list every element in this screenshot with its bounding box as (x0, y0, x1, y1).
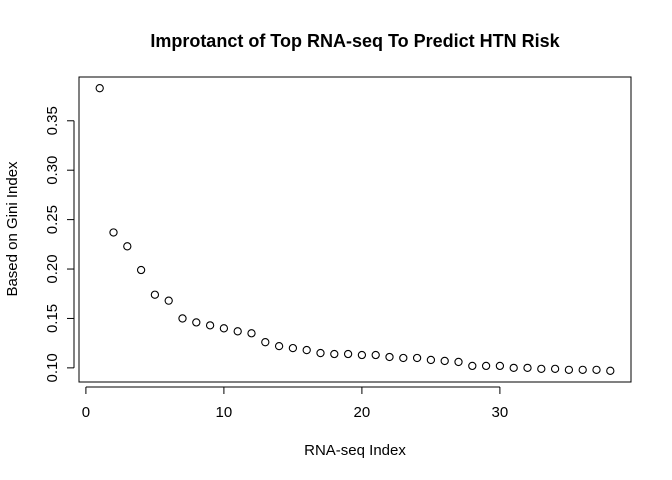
data-point (564, 365, 574, 374)
data-point (385, 352, 394, 362)
y-tick-label: 0.10 (44, 353, 61, 382)
y-axis: 0.10 0.15 0.20 0.25 0.30 0.35 (44, 106, 75, 382)
data-point (454, 357, 463, 367)
data-point (426, 355, 436, 365)
y-axis-label: Based on Gini Index (4, 161, 21, 297)
data-point (523, 363, 532, 373)
y-tick-label: 0.35 (44, 106, 61, 135)
x-tick-label: 30 (492, 404, 509, 421)
data-point (509, 363, 518, 373)
data-point (481, 361, 491, 371)
data-point (537, 364, 546, 374)
data-point (247, 329, 256, 338)
data-point (109, 228, 118, 237)
data-point (302, 345, 311, 355)
data-point (468, 361, 477, 371)
data-point (399, 353, 408, 363)
data-point (316, 348, 325, 358)
data-point (274, 341, 284, 351)
data-point (219, 324, 229, 333)
x-tick-label: 20 (354, 404, 371, 421)
data-point (178, 314, 187, 323)
data-point (233, 327, 242, 336)
plot-frame (78, 76, 632, 383)
x-tick-label: 0 (82, 404, 90, 421)
data-point (357, 350, 367, 360)
data-point (592, 365, 601, 374)
x-axis: 0 10 20 30 (82, 386, 509, 421)
data-point (150, 290, 160, 299)
data-point (440, 356, 449, 366)
y-tick-label: 0.20 (44, 254, 61, 283)
data-point (123, 242, 132, 251)
data-point (578, 365, 587, 374)
y-tick-label: 0.15 (44, 304, 61, 333)
data-point (495, 361, 505, 371)
y-tick-label: 0.25 (44, 205, 61, 234)
data-point (136, 265, 146, 275)
data-point (550, 364, 560, 374)
data-points (95, 84, 615, 375)
x-axis-label: RNA-seq Index (304, 442, 406, 459)
data-point (330, 349, 339, 359)
data-point (205, 321, 215, 330)
x-tick-label: 10 (216, 404, 233, 421)
data-point (192, 318, 201, 327)
data-point (164, 296, 173, 305)
chart-title: Improtanct of Top RNA-seq To Predict HTN… (150, 31, 560, 51)
data-point (606, 366, 615, 375)
data-point (95, 84, 104, 93)
data-point (261, 338, 270, 347)
data-point (371, 350, 380, 360)
data-point (288, 343, 298, 353)
data-point (343, 349, 353, 359)
y-tick-label: 0.30 (44, 156, 61, 185)
data-point (412, 353, 422, 363)
